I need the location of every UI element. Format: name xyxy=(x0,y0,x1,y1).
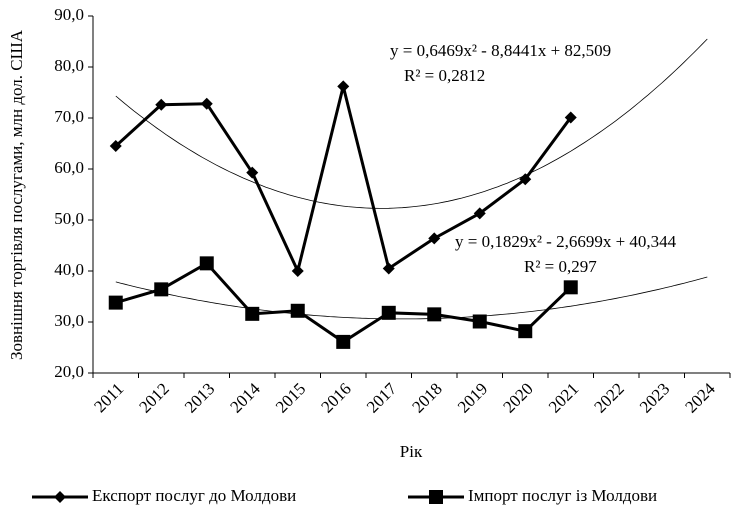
x-tick-label: 2018 xyxy=(408,379,445,416)
y-tick-label: 30,0 xyxy=(54,311,84,330)
x-tick-label: 2012 xyxy=(135,379,172,416)
x-tick-label: 2021 xyxy=(545,379,582,416)
data-point xyxy=(519,173,532,186)
data-point xyxy=(200,97,213,110)
data-point xyxy=(246,166,259,179)
x-tick-label: 2011 xyxy=(90,379,127,416)
series-line xyxy=(115,261,572,344)
trend-r2: R² = 0,2812 xyxy=(404,66,485,85)
x-tick-label: 2024 xyxy=(681,379,719,417)
data-point xyxy=(290,303,305,318)
trend-equation: y = 0,6469x² - 8,8441x + 82,509 xyxy=(390,41,611,60)
trend-r2: R² = 0,297 xyxy=(524,257,597,276)
trend-equation: y = 0,1829x² - 2,6699x + 40,344 xyxy=(455,232,677,251)
y-tick-label: 80,0 xyxy=(54,56,84,75)
x-axis-label: Рік xyxy=(400,442,423,461)
data-point xyxy=(291,265,304,277)
data-point xyxy=(109,140,122,153)
data-point xyxy=(428,232,441,245)
data-point xyxy=(564,111,577,124)
y-tick-label: 70,0 xyxy=(54,107,84,126)
data-point xyxy=(473,207,486,220)
trend-line xyxy=(115,276,708,320)
y-tick-label: 20,0 xyxy=(54,362,84,381)
data-point xyxy=(563,280,578,295)
data-point xyxy=(199,256,214,271)
data-point xyxy=(427,307,442,322)
x-tick-label: 2022 xyxy=(590,379,627,416)
y-tick-label: 50,0 xyxy=(54,209,84,228)
data-point xyxy=(518,324,533,339)
data-point xyxy=(155,98,168,111)
x-tick-label: 2014 xyxy=(226,379,264,417)
x-tick-label: 2016 xyxy=(317,379,354,416)
trend-line xyxy=(115,38,708,209)
data-point xyxy=(154,282,169,297)
legend-label: Імпорт послуг із Молдови xyxy=(468,486,657,505)
y-axis-label: Зовнішня торгівля послугами, млн дол. СШ… xyxy=(7,29,26,360)
legend-label: Експорт послуг до Молдови xyxy=(92,486,296,505)
data-point xyxy=(382,262,395,275)
y-tick-label: 90,0 xyxy=(54,5,84,24)
data-point xyxy=(381,305,396,320)
x-tick-label: 2020 xyxy=(499,379,536,416)
legend-marker xyxy=(429,490,443,504)
legend-marker xyxy=(54,491,66,503)
y-tick-label: 40,0 xyxy=(54,260,84,279)
data-point xyxy=(472,314,487,329)
x-tick-label: 2013 xyxy=(181,379,218,416)
y-tick-label: 60,0 xyxy=(54,158,84,177)
x-tick-label: 2019 xyxy=(454,379,491,416)
x-tick-label: 2015 xyxy=(272,379,309,416)
data-point xyxy=(336,334,351,349)
data-point xyxy=(245,306,260,321)
data-point xyxy=(337,80,350,93)
x-tick-label: 2017 xyxy=(363,379,401,417)
data-point xyxy=(108,295,123,310)
x-tick-label: 2023 xyxy=(636,379,673,416)
